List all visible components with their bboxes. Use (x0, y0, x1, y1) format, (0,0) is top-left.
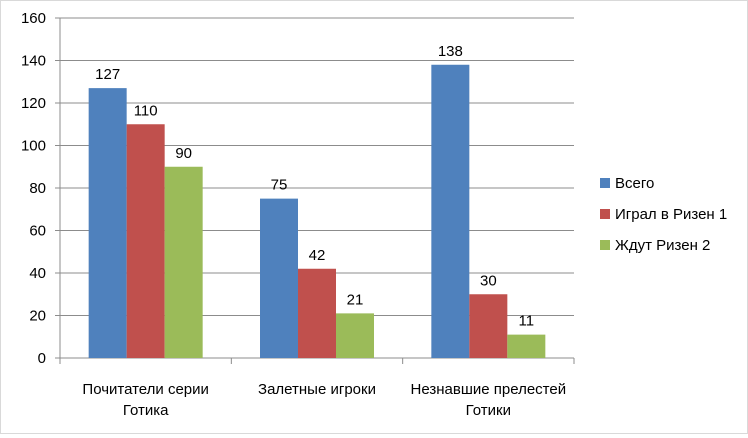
bars (88, 64, 546, 358)
y-tick-label: 160 (21, 10, 46, 27)
legend-swatch (600, 209, 610, 219)
x-axis-category-labels: Почитатели серии Готика Залетные игроки Нез… (82, 381, 566, 419)
legend-label: Ждут Ризен 2 (615, 237, 710, 254)
legend-label: Играл в Ризен 1 (615, 206, 727, 223)
y-tick-label: 140 (21, 53, 46, 70)
bar-3-2 (336, 313, 374, 358)
data-label: 110 (134, 102, 158, 119)
x-category-label: Готика (123, 402, 169, 419)
data-label: 42 (309, 247, 326, 264)
bar-1-3 (431, 64, 470, 358)
data-labels: 127 110 90 75 42 21 138 30 11 (95, 43, 534, 330)
x-category-label: Почитатели серии (82, 381, 209, 398)
data-label: 127 (95, 66, 120, 83)
y-tick-label: 20 (29, 308, 46, 325)
data-label: 30 (480, 272, 497, 289)
legend-swatch (600, 240, 610, 250)
y-tick-label: 40 (29, 265, 46, 282)
bar-3-3 (507, 334, 546, 358)
bar-1-2 (260, 198, 298, 358)
x-category-label: Залетные игроки (258, 381, 376, 398)
x-category-label: Готики (466, 402, 511, 419)
y-tick-label: 100 (21, 138, 46, 155)
data-label: 90 (175, 145, 192, 162)
data-label: 75 (271, 177, 288, 194)
y-axis-tick-labels: 0 20 40 60 80 100 120 140 160 (21, 10, 46, 367)
bar-3-1 (164, 166, 203, 358)
y-tick-label: 120 (21, 95, 46, 112)
bar-1-1 (88, 88, 127, 358)
legend-swatch (600, 178, 610, 188)
bar-2-3 (469, 294, 508, 358)
y-tick-label: 0 (38, 350, 46, 367)
data-label: 21 (347, 291, 364, 308)
legend: Всего Играл в Ризен 1 Ждут Ризен 2 (600, 175, 727, 254)
bar-2-1 (126, 124, 165, 358)
bar-2-2 (298, 268, 336, 358)
data-label: 138 (438, 43, 463, 60)
legend-label: Всего (615, 175, 654, 192)
y-tick-label: 80 (29, 180, 46, 197)
data-label: 11 (519, 313, 535, 330)
x-category-label: Незнавшие прелестей (411, 381, 567, 398)
y-tick-label: 60 (29, 223, 46, 240)
